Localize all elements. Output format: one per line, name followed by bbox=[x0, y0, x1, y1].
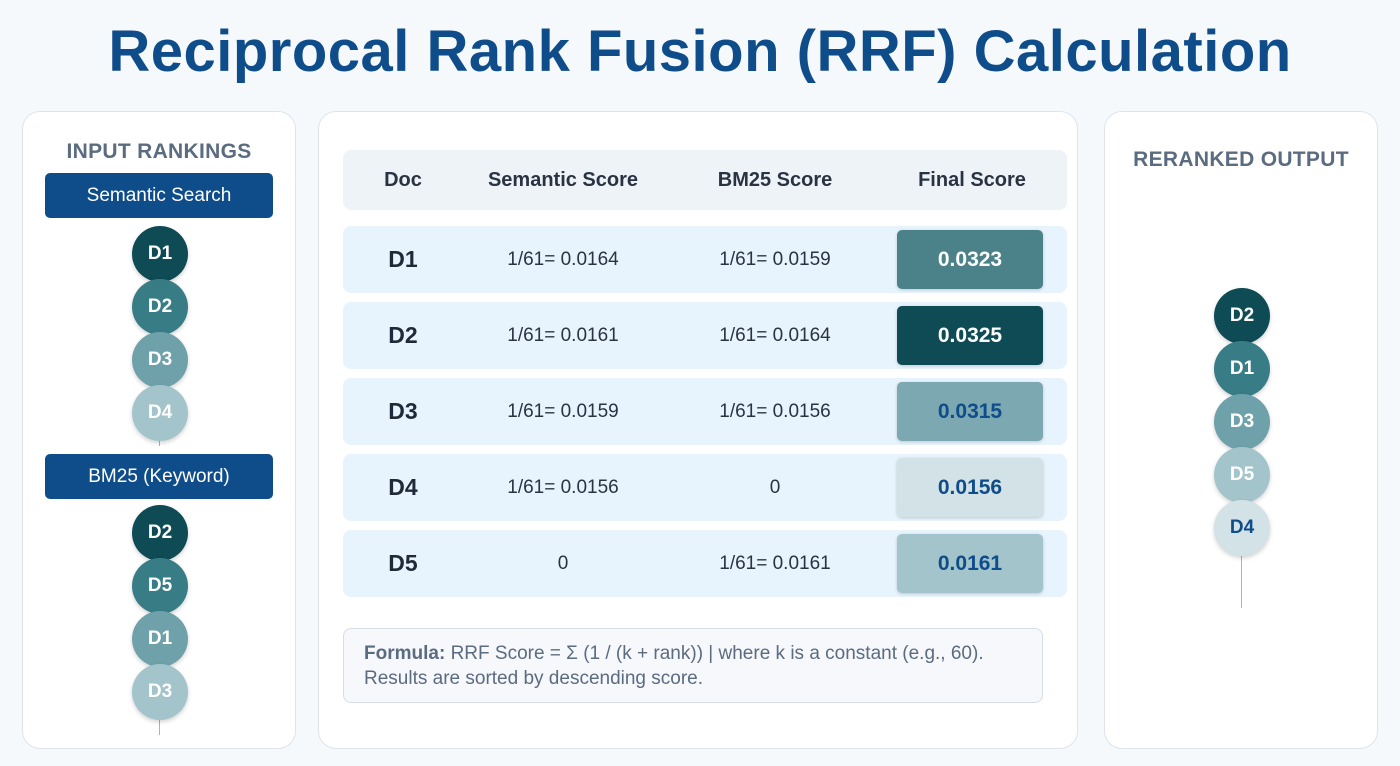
header-bm25-score: BM25 Score bbox=[717, 168, 833, 191]
formula-text: RRF Score = Σ (1 / (k + rank)) | where k… bbox=[364, 643, 984, 689]
row-semantic-score: 1/61= 0.0161 bbox=[507, 324, 619, 346]
table-row: D5 0 1/61= 0.0161 0.0161 bbox=[343, 530, 1067, 597]
row-final-score: 0.0323 bbox=[897, 230, 1043, 289]
rank-badge-d4: D4 bbox=[132, 385, 188, 441]
row-bm25-score: 0 bbox=[769, 476, 781, 498]
rank-badge-d3: D3 bbox=[132, 332, 188, 388]
table-row: D2 1/61= 0.0161 1/61= 0.0164 0.0325 bbox=[343, 302, 1067, 369]
semantic-search-label: Semantic Search bbox=[45, 173, 273, 218]
header-final-score: Final Score bbox=[918, 168, 1026, 191]
rank-badge-d1: D1 bbox=[132, 611, 188, 667]
rank-badge-d2: D2 bbox=[1214, 288, 1270, 344]
table-row: D1 1/61= 0.0164 1/61= 0.0159 0.0323 bbox=[343, 226, 1067, 293]
row-bm25-score: 1/61= 0.0159 bbox=[719, 248, 831, 270]
table-header-row: Doc Semantic Score BM25 Score Final Scor… bbox=[343, 150, 1067, 210]
formula-note: Formula: RRF Score = Σ (1 / (k + rank)) … bbox=[343, 628, 1043, 703]
input-rankings-panel: INPUT RANKINGS Semantic Search D1 D2 D3 D4 … bbox=[22, 111, 296, 749]
row-final-score: 0.0325 bbox=[897, 306, 1043, 365]
row-semantic-score: 0 bbox=[557, 552, 569, 574]
row-doc: D4 bbox=[388, 474, 418, 500]
rank-badge-d5: D5 bbox=[1214, 447, 1270, 503]
header-doc: Doc bbox=[384, 168, 422, 191]
reranked-output-stack: D2 D1 D3 D5 D4 bbox=[1214, 288, 1270, 608]
table-row: D4 1/61= 0.0156 0 0.0156 bbox=[343, 454, 1067, 521]
row-semantic-score: 1/61= 0.0159 bbox=[507, 400, 619, 422]
header-semantic-score: Semantic Score bbox=[487, 168, 639, 191]
rank-badge-d4: D4 bbox=[1214, 500, 1270, 556]
rank-badge-d1: D1 bbox=[132, 226, 188, 282]
semantic-ranking-stack: D1 D2 D3 D4 bbox=[132, 226, 188, 446]
row-final-score: 0.0315 bbox=[897, 382, 1043, 441]
row-semantic-score: 1/61= 0.0156 bbox=[507, 476, 619, 498]
row-doc: D2 bbox=[388, 322, 418, 348]
row-final-score: 0.0156 bbox=[897, 458, 1043, 517]
bm25-ranking-stack: D2 D5 D1 D3 bbox=[132, 505, 188, 735]
bm25-keyword-label: BM25 (Keyword) bbox=[45, 454, 273, 499]
reranked-output-panel: RERANKED OUTPUT D2 D1 D3 D5 D4 bbox=[1104, 111, 1378, 749]
rank-badge-d3: D3 bbox=[132, 664, 188, 720]
rank-badge-d2: D2 bbox=[132, 279, 188, 335]
input-rankings-heading: INPUT RANKINGS bbox=[66, 140, 252, 163]
row-semantic-score: 1/61= 0.0164 bbox=[507, 248, 619, 270]
row-bm25-score: 1/61= 0.0164 bbox=[719, 324, 831, 346]
score-table-panel: Doc Semantic Score BM25 Score Final Scor… bbox=[318, 111, 1078, 749]
rank-badge-d5: D5 bbox=[132, 558, 188, 614]
row-bm25-score: 1/61= 0.0156 bbox=[719, 400, 831, 422]
row-doc: D5 bbox=[388, 550, 418, 576]
reranked-output-heading: RERANKED OUTPUT bbox=[1133, 148, 1349, 171]
rank-badge-d2: D2 bbox=[132, 505, 188, 561]
rank-badge-d3: D3 bbox=[1214, 394, 1270, 450]
formula-label: Formula: bbox=[364, 643, 446, 664]
page-title: Reciprocal Rank Fusion (RRF) Calculation bbox=[108, 19, 1292, 84]
row-final-score: 0.0161 bbox=[897, 534, 1043, 593]
row-doc: D1 bbox=[388, 246, 418, 272]
rank-badge-d1: D1 bbox=[1214, 341, 1270, 397]
table-row: D3 1/61= 0.0159 1/61= 0.0156 0.0315 bbox=[343, 378, 1067, 445]
row-bm25-score: 1/61= 0.0161 bbox=[719, 552, 831, 574]
row-doc: D3 bbox=[388, 398, 418, 424]
